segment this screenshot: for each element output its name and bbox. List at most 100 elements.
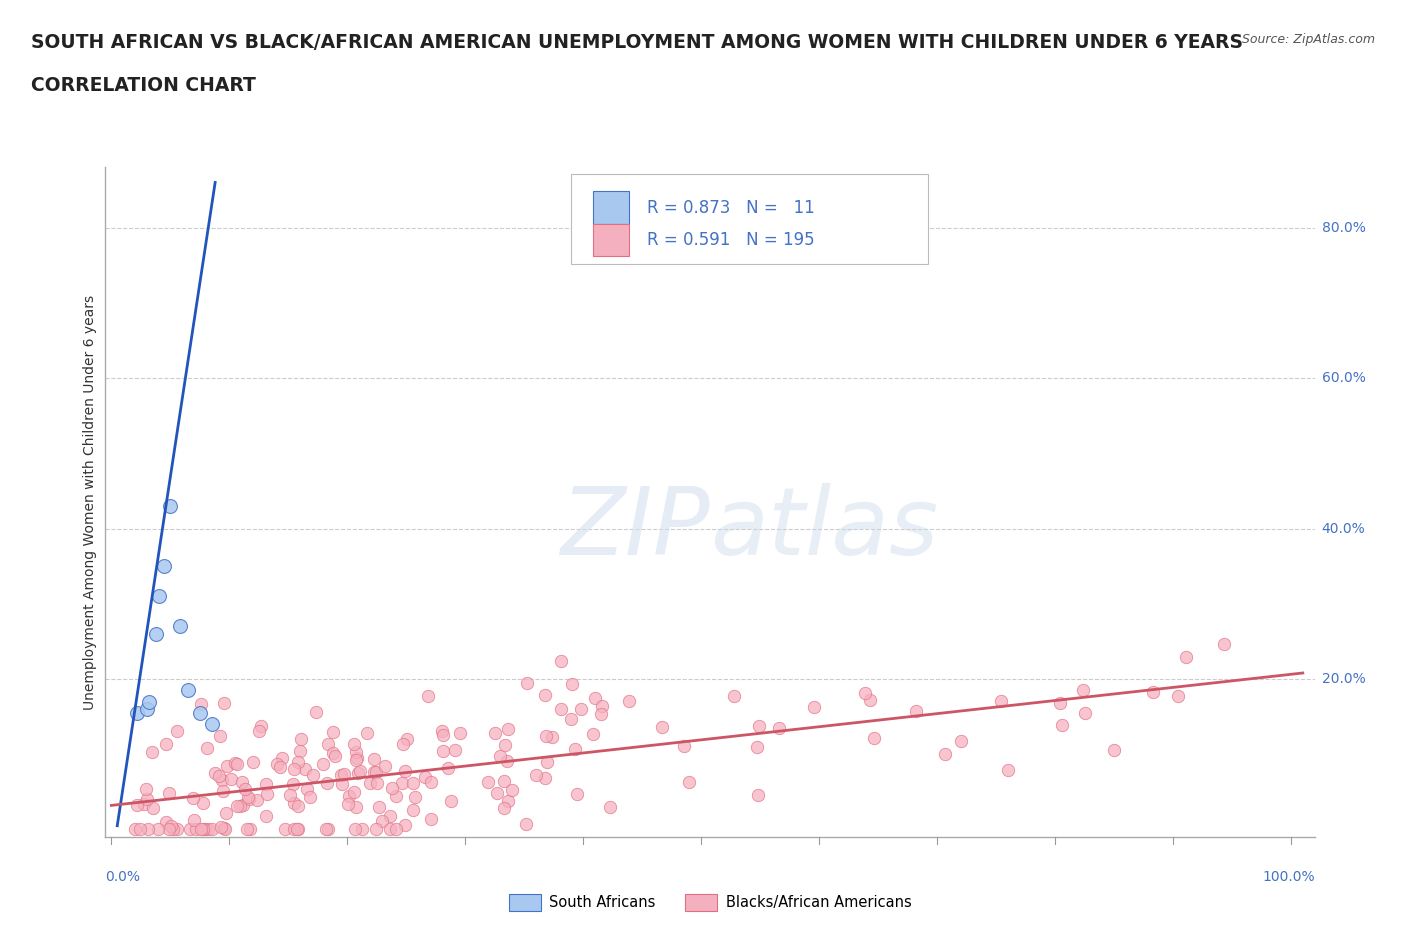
Point — [157, 822, 180, 837]
Point — [225, 756, 247, 771]
Point — [285, 822, 308, 837]
Point — [404, 790, 426, 805]
Point — [315, 822, 337, 837]
Point — [477, 775, 499, 790]
Point — [495, 753, 517, 768]
Point — [565, 787, 588, 802]
Point — [591, 698, 613, 713]
Point — [430, 724, 453, 738]
Point — [159, 818, 181, 833]
Point — [188, 706, 211, 721]
FancyBboxPatch shape — [593, 224, 628, 256]
Text: 0.0%: 0.0% — [105, 870, 141, 884]
Point — [332, 777, 354, 791]
Point — [209, 819, 232, 834]
Point — [526, 767, 548, 782]
Point — [859, 693, 882, 708]
Point — [589, 707, 612, 722]
Text: SOUTH AFRICAN VS BLACK/AFRICAN AMERICAN UNEMPLOYMENT AMONG WOMEN WITH CHILDREN U: SOUTH AFRICAN VS BLACK/AFRICAN AMERICAN … — [31, 33, 1243, 51]
Point — [1071, 683, 1094, 698]
Point — [231, 775, 253, 790]
Point — [125, 798, 148, 813]
Point — [344, 752, 367, 767]
Point — [583, 691, 606, 706]
Point — [136, 791, 159, 806]
Point — [392, 737, 415, 751]
Point — [193, 822, 215, 837]
Point — [297, 782, 319, 797]
Point — [236, 822, 259, 837]
Point — [226, 798, 249, 813]
Point — [432, 743, 454, 758]
Text: 100.0%: 100.0% — [1263, 870, 1315, 884]
Point — [191, 795, 214, 810]
Point — [515, 817, 537, 831]
Point — [281, 777, 304, 791]
Point — [496, 722, 519, 737]
Point — [148, 589, 170, 604]
Point — [343, 822, 366, 837]
Point — [990, 694, 1012, 709]
Point — [181, 790, 204, 805]
Point — [723, 689, 745, 704]
Point — [229, 798, 252, 813]
Point — [250, 718, 273, 733]
Point — [290, 732, 312, 747]
Point — [299, 790, 322, 804]
Point — [166, 822, 188, 837]
Text: R = 0.591   N = 195: R = 0.591 N = 195 — [647, 231, 815, 249]
Point — [204, 765, 226, 780]
Point — [561, 677, 583, 692]
Point — [337, 789, 360, 804]
Point — [582, 726, 605, 741]
Point — [329, 767, 352, 782]
Text: 40.0%: 40.0% — [1322, 522, 1365, 536]
Point — [997, 763, 1019, 777]
Point — [394, 817, 416, 832]
Point — [432, 727, 454, 742]
Point — [195, 740, 218, 755]
Point — [904, 703, 927, 718]
Point — [484, 726, 506, 741]
Point — [215, 805, 238, 820]
Point — [560, 711, 582, 726]
Point — [183, 813, 205, 828]
Point — [190, 822, 212, 837]
Point — [269, 760, 291, 775]
Point — [349, 764, 371, 778]
Point — [950, 734, 973, 749]
Point — [617, 693, 640, 708]
Point — [651, 720, 673, 735]
Point — [214, 822, 236, 837]
Text: Source: ZipAtlas.com: Source: ZipAtlas.com — [1241, 33, 1375, 46]
Point — [179, 822, 201, 837]
Point — [394, 764, 416, 778]
Point — [246, 792, 269, 807]
Point — [159, 786, 181, 801]
Point — [146, 822, 169, 837]
Text: CORRELATION CHART: CORRELATION CHART — [31, 76, 256, 95]
Point — [343, 737, 366, 751]
Point — [316, 822, 339, 837]
Point — [287, 822, 309, 837]
Point — [316, 737, 339, 751]
Point — [536, 754, 558, 769]
Point — [496, 793, 519, 808]
Point — [138, 694, 160, 709]
Point — [322, 724, 344, 739]
Point — [344, 745, 367, 760]
Point — [224, 755, 246, 770]
Point — [238, 791, 260, 806]
Point — [564, 741, 586, 756]
Point — [197, 822, 219, 837]
FancyBboxPatch shape — [593, 192, 628, 223]
Point — [217, 758, 239, 773]
Point — [359, 776, 381, 790]
Point — [221, 772, 243, 787]
Point — [312, 757, 335, 772]
Point — [323, 749, 346, 764]
Point — [211, 773, 233, 788]
Point — [396, 732, 419, 747]
Point — [166, 724, 188, 739]
Point — [1049, 696, 1071, 711]
